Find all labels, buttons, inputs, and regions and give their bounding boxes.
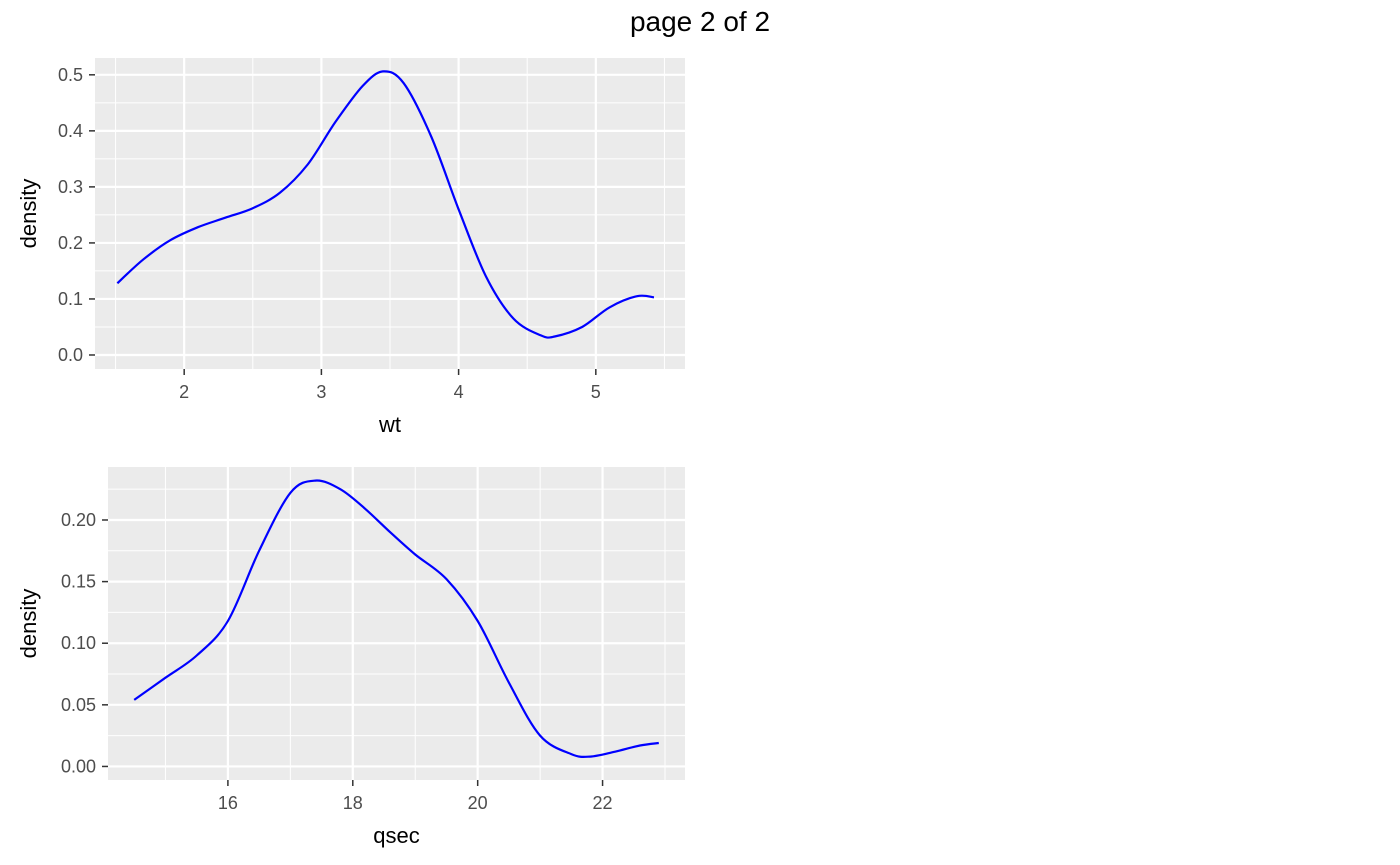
qsec-density-panel: 16 18 20 22 0.00 0.05 0.10 0.15 0.20 qsec density	[16, 467, 685, 848]
qsec-y-tick-label: 0.20	[61, 510, 96, 530]
qsec-x-tick-label: 22	[593, 793, 613, 813]
wt-y-tick-label: 0.2	[58, 233, 83, 253]
qsec-x-tick-label: 20	[468, 793, 488, 813]
wt-density-panel: 2 3 4 5 0.0 0.1 0.2 0.3 0.4 0.5 wt density	[16, 58, 685, 437]
qsec-y-tick-label: 0.00	[61, 756, 96, 776]
qsec-y-tick-label: 0.10	[61, 633, 96, 653]
wt-y-tick-label: 0.5	[58, 65, 83, 85]
wt-y-tick-label: 0.0	[58, 345, 83, 365]
wt-density-line	[116, 70, 655, 339]
wt-x-tick-label: 5	[591, 382, 601, 402]
wt-x-tick-label: 2	[179, 382, 189, 402]
qsec-y-tick-label: 0.15	[61, 572, 96, 592]
qsec-y-axis-title: density	[16, 589, 41, 659]
page-title: page 2 of 2	[629, 6, 771, 37]
wt-y-tick-label: 0.4	[58, 121, 83, 141]
qsec-x-axis-title: qsec	[373, 823, 419, 848]
wt-y-tick-label: 0.1	[58, 289, 83, 309]
wt-x-tick-label: 3	[316, 382, 326, 402]
qsec-density-line	[133, 479, 659, 759]
qsec-panel-background	[108, 467, 685, 780]
qsec-y-tick-label: 0.05	[61, 695, 96, 715]
wt-y-axis-title: density	[16, 179, 41, 249]
qsec-x-tick-label: 16	[218, 793, 238, 813]
wt-x-axis-title: wt	[378, 412, 401, 437]
wt-x-tick-label: 4	[454, 382, 464, 402]
qsec-x-tick-label: 18	[343, 793, 363, 813]
wt-y-tick-label: 0.3	[58, 177, 83, 197]
